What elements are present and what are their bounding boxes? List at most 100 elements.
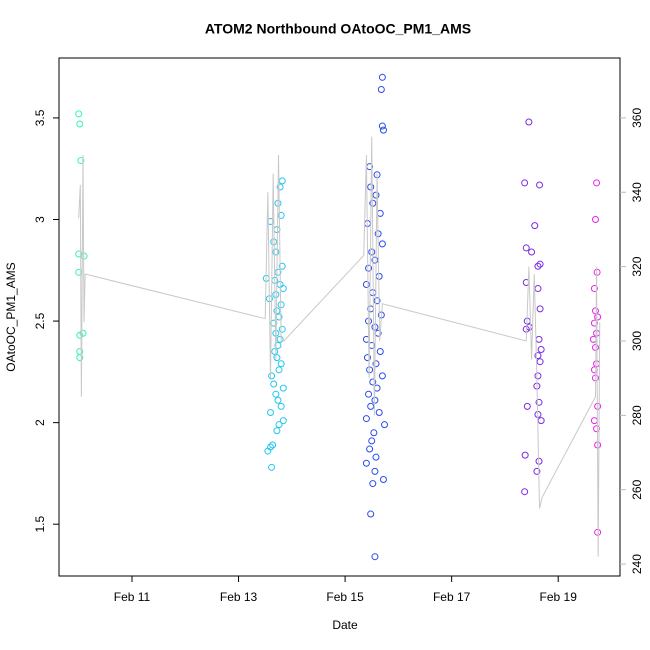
- point: [536, 260, 544, 268]
- y-tick-label: 2.5: [33, 312, 47, 329]
- point: [534, 372, 542, 380]
- chart-title: ATOM2 Northbound OAtoOC_PM1_AMS: [205, 21, 471, 37]
- point: [363, 354, 371, 362]
- point: [271, 348, 279, 356]
- point: [535, 335, 543, 343]
- point: [537, 417, 545, 425]
- point: [274, 341, 282, 349]
- point: [536, 181, 544, 189]
- point: [375, 408, 383, 416]
- point: [531, 222, 539, 230]
- point: [76, 120, 84, 128]
- point: [534, 285, 542, 293]
- point: [277, 402, 285, 410]
- point: [593, 425, 601, 433]
- point: [75, 110, 83, 118]
- point: [525, 118, 533, 126]
- y-tick-label: 3: [33, 216, 47, 223]
- point: [368, 248, 376, 256]
- point: [377, 85, 385, 93]
- point: [379, 476, 387, 484]
- point: [521, 488, 529, 496]
- y2-tick-label: 300: [630, 331, 644, 351]
- point: [536, 305, 544, 313]
- point: [591, 307, 599, 315]
- point: [76, 354, 84, 362]
- point: [369, 378, 377, 386]
- point: [535, 398, 543, 406]
- point: [362, 459, 370, 467]
- point: [278, 325, 286, 333]
- point: [273, 427, 281, 435]
- point: [278, 177, 286, 185]
- y-axis-label: OAtoOC_PM1_AMS: [4, 262, 18, 371]
- point: [372, 453, 380, 461]
- x-tick-label: Feb 17: [433, 590, 471, 604]
- point: [371, 467, 379, 475]
- point: [369, 480, 377, 488]
- point: [381, 421, 389, 429]
- point: [590, 417, 598, 425]
- point: [365, 264, 373, 272]
- point: [362, 415, 370, 423]
- line: [78, 136, 601, 557]
- x-tick-label: Feb 11: [114, 590, 151, 604]
- point: [590, 285, 598, 293]
- point: [371, 256, 379, 264]
- point: [528, 248, 536, 256]
- y2-tick-label: 360: [630, 108, 644, 128]
- point: [521, 179, 529, 187]
- point: [276, 183, 284, 191]
- point: [536, 358, 544, 366]
- plot-frame: [58, 57, 621, 577]
- y-tick-label: 2: [33, 419, 47, 426]
- point: [533, 467, 541, 475]
- x-tick-label: Feb 13: [220, 590, 258, 604]
- point: [272, 248, 280, 256]
- point: [275, 421, 283, 429]
- y2-tick-label: 260: [630, 479, 644, 499]
- point: [279, 285, 287, 293]
- point: [376, 348, 384, 356]
- point: [76, 331, 84, 339]
- point: [272, 390, 280, 398]
- y-tick-label: 3.5: [33, 109, 47, 126]
- y2-tick-label: 240: [630, 554, 644, 574]
- point: [379, 126, 387, 134]
- y2-tick-label: 320: [630, 256, 644, 276]
- x-tick-label: Feb 19: [540, 590, 578, 604]
- point: [270, 380, 278, 388]
- point: [521, 451, 529, 459]
- y2-tick-label: 340: [630, 182, 644, 202]
- point: [279, 384, 287, 392]
- point: [275, 366, 283, 374]
- point: [366, 445, 374, 453]
- point: [534, 352, 542, 360]
- point: [378, 73, 386, 81]
- point: [378, 240, 386, 248]
- point: [267, 408, 275, 416]
- point: [522, 244, 530, 252]
- point: [378, 122, 386, 130]
- y2-tick-label: 280: [630, 405, 644, 425]
- point: [269, 441, 277, 449]
- point: [378, 372, 386, 380]
- point: [274, 396, 282, 404]
- point: [273, 354, 281, 362]
- point: [77, 157, 85, 165]
- point: [362, 280, 370, 288]
- point: [534, 262, 542, 270]
- point: [537, 346, 545, 354]
- point: [268, 463, 276, 471]
- point: [268, 372, 276, 380]
- point: [370, 429, 378, 437]
- point: [273, 226, 281, 234]
- point: [276, 335, 284, 343]
- point: [371, 553, 379, 561]
- point: [367, 402, 375, 410]
- point: [264, 447, 272, 455]
- point: [277, 360, 285, 368]
- point: [590, 319, 598, 327]
- point: [372, 191, 380, 199]
